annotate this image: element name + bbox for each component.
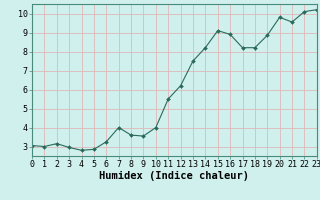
X-axis label: Humidex (Indice chaleur): Humidex (Indice chaleur): [100, 171, 249, 181]
